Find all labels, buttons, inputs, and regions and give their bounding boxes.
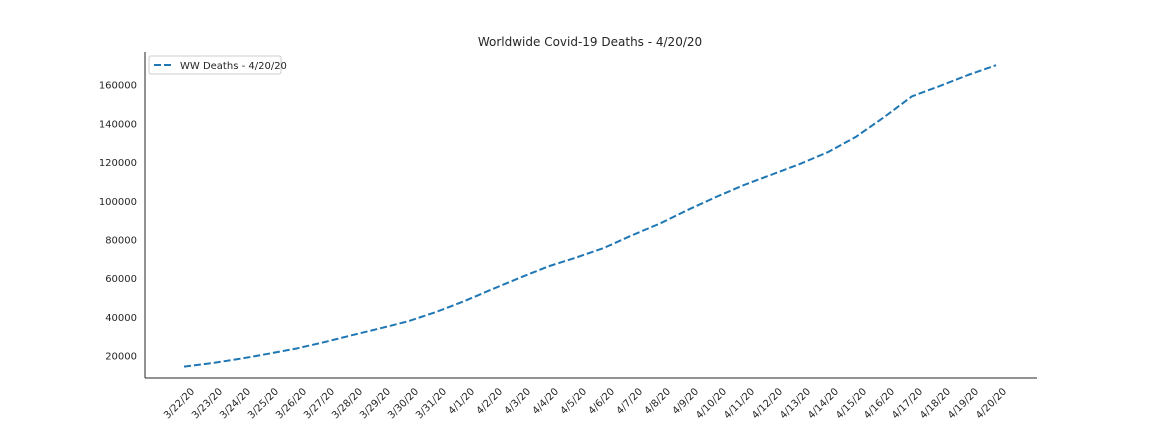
x-tick-label: 4/1/20 bbox=[447, 386, 478, 417]
data-point bbox=[183, 366, 185, 368]
x-tick-label: 3/31/20 bbox=[414, 386, 449, 421]
data-point bbox=[911, 95, 913, 97]
x-tick-label: 4/2/20 bbox=[475, 386, 506, 417]
data-point bbox=[435, 311, 437, 313]
data-point bbox=[463, 300, 465, 302]
data-point bbox=[743, 184, 745, 186]
x-tick-label: 4/8/20 bbox=[643, 386, 674, 417]
series-line-ww-deaths bbox=[183, 64, 997, 368]
data-point bbox=[211, 362, 213, 364]
y-tick-label: 60000 bbox=[105, 274, 137, 285]
data-point bbox=[967, 74, 969, 76]
chart-title: Worldwide Covid-19 Deaths - 4/20/20 bbox=[478, 35, 702, 49]
data-point bbox=[939, 85, 941, 87]
legend: WW Deaths - 4/20/20 bbox=[148, 55, 287, 75]
data-point bbox=[407, 320, 409, 322]
data-point bbox=[547, 265, 549, 267]
data-point bbox=[631, 234, 633, 236]
x-tick-label: 4/4/20 bbox=[531, 386, 562, 417]
data-point bbox=[771, 174, 773, 176]
data-point bbox=[995, 64, 997, 66]
data-point bbox=[827, 151, 829, 153]
data-point bbox=[659, 223, 661, 225]
y-tick-label: 80000 bbox=[105, 235, 137, 246]
x-tick-label: 4/3/20 bbox=[503, 386, 534, 417]
y-tick-label: 40000 bbox=[105, 313, 137, 324]
y-tick-label: 20000 bbox=[105, 352, 137, 363]
data-point bbox=[351, 334, 353, 336]
y-tick-label: 100000 bbox=[99, 197, 137, 208]
plot-area: 20000 40000 60000 80000 100000 120000 140000 16… bbox=[99, 52, 1037, 421]
data-point bbox=[603, 247, 605, 249]
data-point bbox=[799, 163, 801, 165]
data-point bbox=[575, 257, 577, 259]
data-point bbox=[855, 136, 857, 138]
x-tick-label: 4/20/20 bbox=[974, 386, 1009, 421]
legend-frame bbox=[148, 55, 282, 75]
y-tick-label: 160000 bbox=[99, 81, 137, 92]
data-point bbox=[519, 277, 521, 279]
data-point bbox=[715, 196, 717, 198]
x-tick-label: 4/7/20 bbox=[615, 386, 646, 417]
data-point bbox=[379, 327, 381, 329]
x-tick-label: 4/5/20 bbox=[559, 386, 590, 417]
data-point bbox=[687, 209, 689, 211]
x-tick-label: 4/6/20 bbox=[587, 386, 618, 417]
legend-label: WW Deaths - 4/20/20 bbox=[180, 61, 287, 72]
data-point bbox=[295, 348, 297, 350]
data-point bbox=[267, 353, 269, 355]
data-point bbox=[883, 116, 885, 118]
y-tick-label: 140000 bbox=[99, 119, 137, 130]
y-tick-label: 120000 bbox=[99, 158, 137, 169]
data-point bbox=[491, 288, 493, 290]
data-point bbox=[239, 358, 241, 360]
data-point bbox=[323, 341, 325, 343]
